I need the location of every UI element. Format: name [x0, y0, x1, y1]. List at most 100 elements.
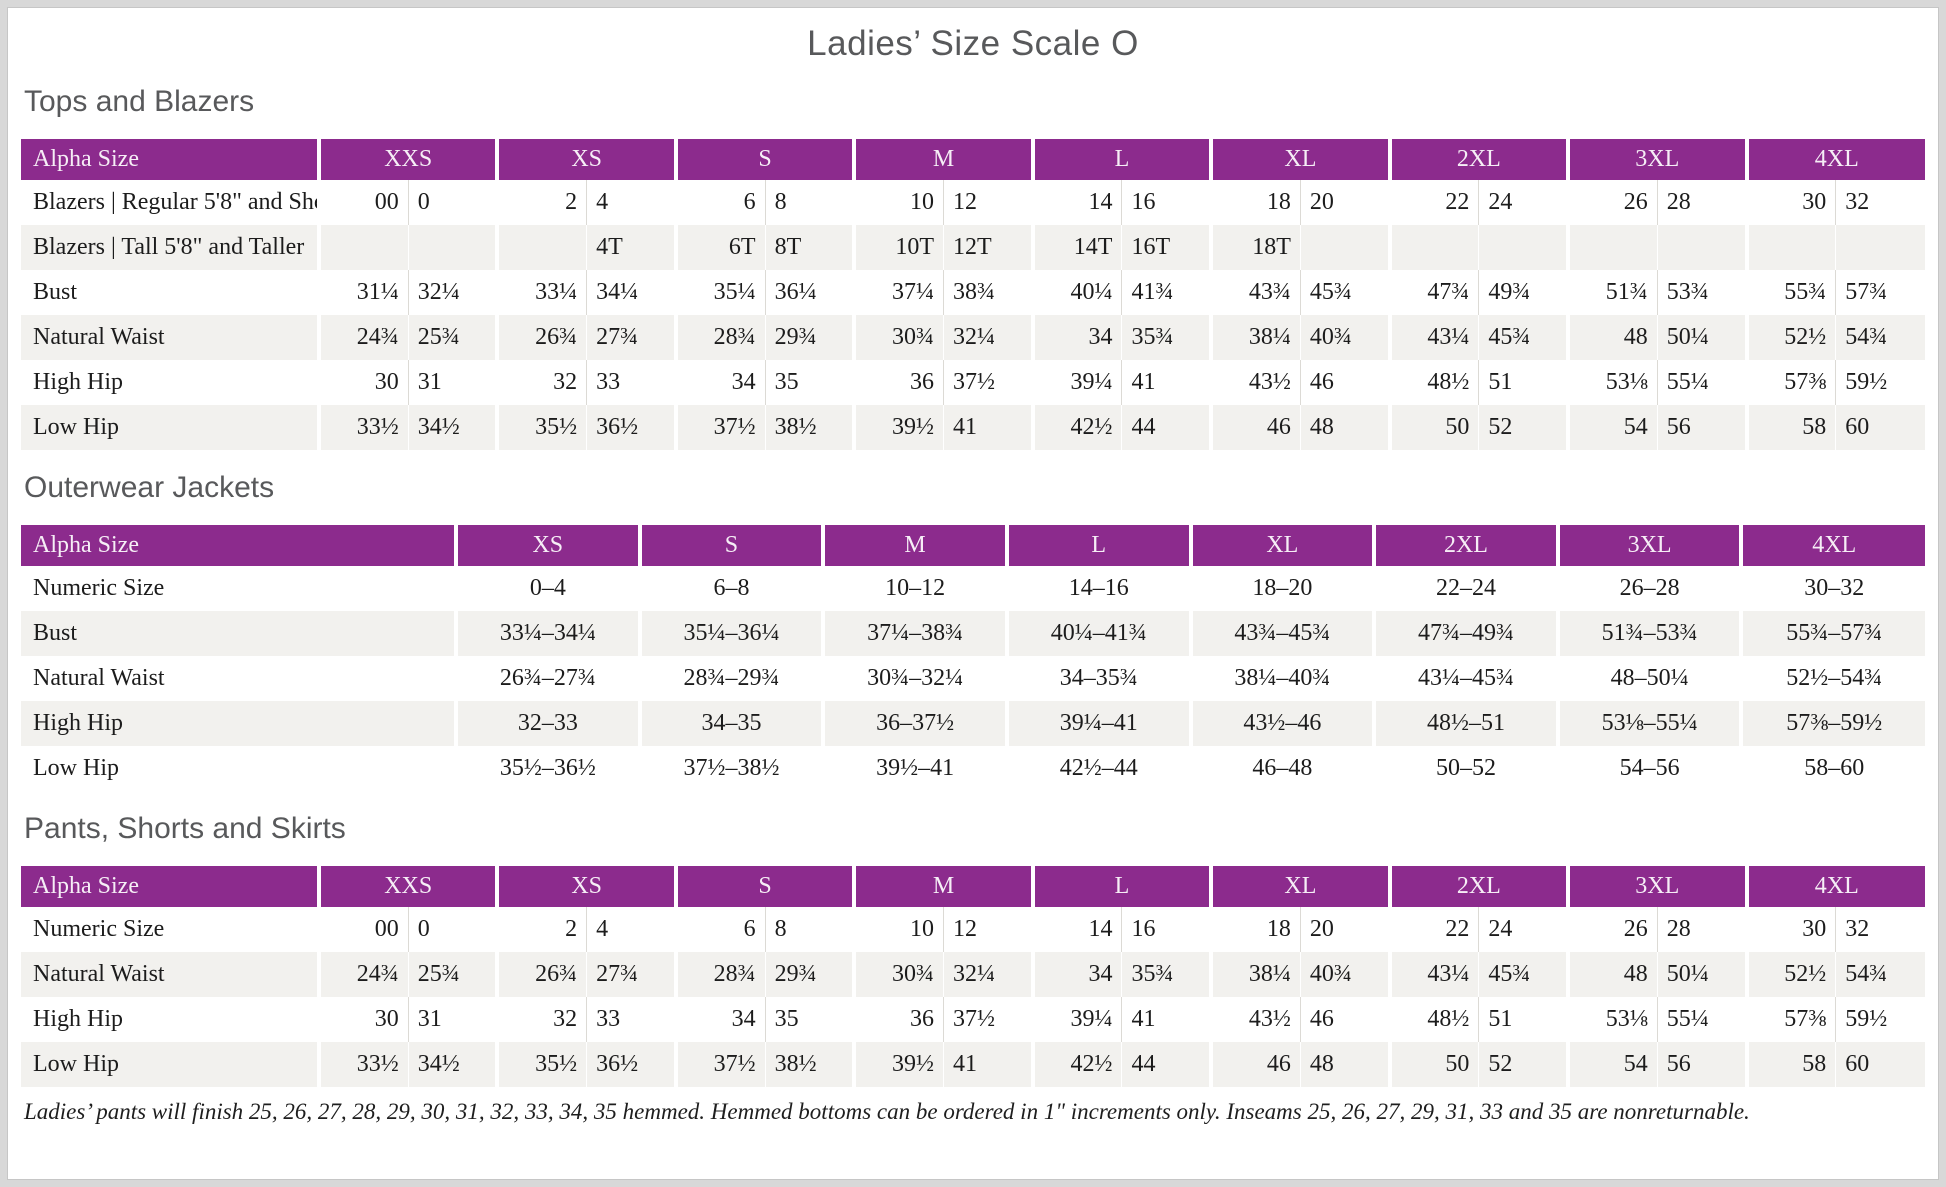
- size-value: 48: [1566, 315, 1658, 360]
- size-value: 34½: [407, 405, 498, 450]
- size-value: 38¼: [1209, 952, 1301, 997]
- row-label: Low Hip: [33, 414, 119, 440]
- column-header-alpha-size: Alpha Size: [21, 525, 456, 566]
- size-value: 50¼: [1656, 315, 1747, 360]
- column-header-alpha-size: Alpha Size: [21, 866, 319, 907]
- size-value: 22: [1387, 180, 1479, 225]
- size-table-pants-shorts-skirts: Alpha Size XXS XS S M L XL 2XL 3XL 4XL Numeric Siz…: [21, 866, 1925, 1087]
- size-value: 28¾: [673, 315, 766, 360]
- size-value: 48½–51: [1372, 701, 1558, 746]
- size-value: 10: [852, 180, 944, 225]
- column-header-size: 4XL: [1744, 139, 1925, 180]
- table-row: High Hip 30 31 32 33 34 35 36 37½ 39¼ 41 43½ 46 48½ 51…: [21, 997, 1925, 1042]
- size-value: 51¾–53¾: [1555, 611, 1742, 656]
- size-value: 46: [1209, 405, 1301, 450]
- size-value: 24¾: [316, 315, 409, 360]
- size-value: 24: [1478, 907, 1569, 952]
- size-table-tops-and-blazers: Alpha Size XXS XS S M L XL 2XL 3XL 4XL Blazers | R…: [21, 139, 1925, 450]
- table-row: Bust 33¼–34¼ 35¼–36¼ 37¼–38¾ 40¼–41¾ 43¾–45¾ 4…: [21, 611, 1925, 656]
- size-value: 37½: [943, 997, 1033, 1042]
- size-value: 26¾: [495, 315, 587, 360]
- size-value: 00: [316, 907, 409, 952]
- size-value: 6T: [673, 225, 766, 270]
- size-value: 43¾–45¾: [1188, 611, 1375, 656]
- size-value: 55¾–57¾: [1739, 611, 1925, 656]
- size-value: 52: [1478, 1042, 1569, 1087]
- table-row: Low Hip 35½–36½ 37½–38½ 39½–41 42½–44 46–48 50…: [21, 746, 1925, 791]
- size-value: 4T: [586, 225, 676, 270]
- column-header-size: M: [821, 525, 1007, 566]
- size-value: 24: [1478, 180, 1569, 225]
- row-label: High Hip: [33, 1006, 123, 1032]
- size-value: 30: [1744, 907, 1836, 952]
- size-value: 48½: [1387, 997, 1479, 1042]
- footnote: Ladies’ pants will finish 25, 26, 27, 28…: [24, 1099, 1750, 1124]
- size-value: 33¼: [495, 270, 587, 315]
- column-header-size: M: [852, 866, 1033, 907]
- size-value: 30–32: [1739, 566, 1925, 611]
- size-value: 12: [943, 180, 1033, 225]
- size-value: 35¼: [673, 270, 766, 315]
- row-label: Blazers | Regular 5'8" and Shorter: [33, 189, 319, 215]
- size-value: 34: [673, 997, 766, 1042]
- size-value: 20: [1299, 180, 1390, 225]
- row-label: Blazers | Tall 5'8" and Taller: [33, 234, 305, 260]
- size-value: 16: [1121, 180, 1212, 225]
- size-value: 46: [1299, 360, 1390, 405]
- size-value: 45¾: [1478, 315, 1569, 360]
- size-value: 32–33: [454, 701, 640, 746]
- size-value: 35: [764, 360, 855, 405]
- size-value: 31: [407, 997, 498, 1042]
- header-row: Alpha Size XS S M L XL 2XL 3XL 4XL: [21, 525, 1925, 566]
- size-value: 57⅜: [1744, 360, 1836, 405]
- size-value: 53⅛: [1566, 360, 1658, 405]
- size-value: [1744, 225, 1836, 270]
- size-value: 36: [852, 997, 944, 1042]
- column-header-size: 4XL: [1744, 866, 1925, 907]
- size-value: 44: [1121, 1042, 1212, 1087]
- size-value: 20: [1299, 907, 1390, 952]
- size-value: 31¼: [316, 270, 409, 315]
- size-value: [1656, 225, 1747, 270]
- size-value: 58–60: [1739, 746, 1925, 791]
- size-value: 22: [1387, 907, 1479, 952]
- size-value: 10T: [852, 225, 944, 270]
- size-value: 26–28: [1555, 566, 1742, 611]
- size-value: 54: [1566, 405, 1658, 450]
- size-value: 37¼: [852, 270, 944, 315]
- table-row: Blazers | Regular 5'8" and Shorter000246…: [21, 180, 1925, 225]
- row-label: Low Hip: [33, 1051, 119, 1077]
- size-value: 38½: [764, 1042, 855, 1087]
- size-value: 54¾: [1835, 315, 1925, 360]
- column-header-size: 2XL: [1387, 139, 1569, 180]
- size-value: 28: [1656, 907, 1747, 952]
- column-header-size: M: [852, 139, 1033, 180]
- size-value: 55¼: [1656, 997, 1747, 1042]
- size-value: 53⅛: [1566, 997, 1658, 1042]
- row-label: Bust: [33, 620, 78, 646]
- size-value: 37½: [943, 360, 1033, 405]
- column-header-size: L: [1030, 139, 1212, 180]
- size-value: 54: [1566, 1042, 1658, 1087]
- size-value: 32¼: [407, 270, 498, 315]
- table-row: Bust 31¼ 32¼ 33¼ 34¼ 35¼ 36¼ 37¼ 38¾ 40¼ 41¾ 43¾ 45¾…: [21, 270, 1925, 315]
- size-value: 43¼: [1387, 952, 1479, 997]
- size-value: 32¼: [943, 952, 1033, 997]
- size-value: 14: [1030, 180, 1122, 225]
- column-header-size: XXS: [316, 139, 498, 180]
- size-value: 24¾: [316, 952, 409, 997]
- size-value: 51¾: [1566, 270, 1658, 315]
- column-header-size: XS: [495, 139, 676, 180]
- section-pants-shorts-skirts: Pants, Shorts and Skirts Alpha Size XXS XS…: [21, 812, 1925, 1087]
- column-header-size: XXS: [316, 866, 498, 907]
- size-value: 44: [1121, 405, 1212, 450]
- table-row: Low Hip 33½ 34½ 35½ 36½ 37½ 38½ 39½ 41 42½ 44 46 48 5…: [21, 405, 1925, 450]
- size-value: 53¾: [1656, 270, 1747, 315]
- size-value: [495, 225, 587, 270]
- size-value: 37½: [673, 405, 766, 450]
- size-value: 32¼: [943, 315, 1033, 360]
- size-value: 51: [1478, 997, 1569, 1042]
- size-value: 25¾: [407, 952, 498, 997]
- size-value: 26: [1566, 180, 1658, 225]
